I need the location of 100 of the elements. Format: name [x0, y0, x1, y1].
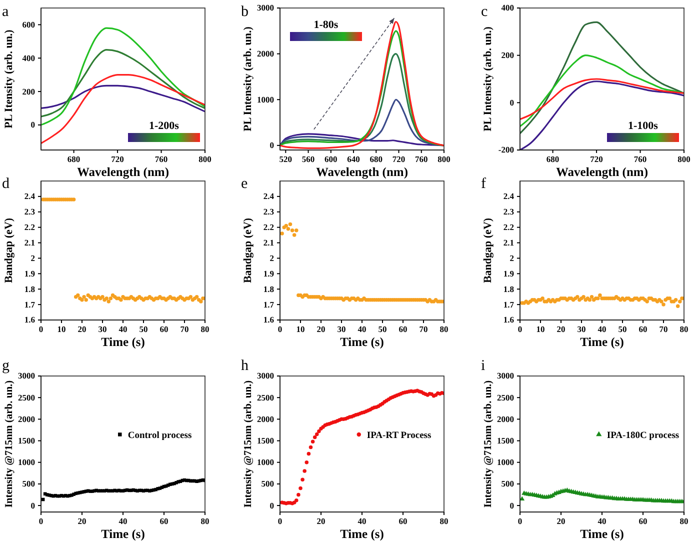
x-tick-label: 80 [440, 324, 448, 334]
y-tick-label: 1000 [257, 457, 274, 468]
x-tick-label: 720 [590, 154, 603, 164]
y-tick-label: 1.8 [503, 284, 514, 294]
y-tick-label: 1500 [18, 435, 35, 446]
y-tick-label: 400 [22, 52, 35, 63]
chart-title: h [241, 358, 249, 374]
x-tick-label: 50 [378, 324, 387, 334]
x-tick-label: 0 [518, 324, 522, 334]
y-axis-title: Bandgap (eV) [482, 218, 494, 284]
x-axis-title: Time (s) [580, 527, 624, 541]
y-tick-label: 1500 [257, 435, 274, 446]
x-tick-label: 20 [556, 516, 566, 526]
x-tick-label: 50 [139, 324, 148, 334]
x-axis-title: Time (s) [340, 527, 384, 541]
x-axis-title: Wavelength (nm) [316, 165, 408, 179]
y-tick-label: -200 [498, 144, 514, 155]
x-tick-label: 30 [98, 324, 107, 334]
y-tick-label: 3000 [257, 370, 274, 381]
y-axis-title: PL Itensity (arb. un.) [3, 29, 15, 128]
y-tick-label: 2500 [497, 392, 514, 402]
y-tick-label: 1000 [257, 94, 274, 104]
x-tick-label: 40 [358, 516, 366, 526]
y-tick-label: 200 [501, 50, 514, 60]
x-tick-label: 40 [598, 516, 606, 526]
y-tick-label: 2.1 [503, 238, 514, 248]
x-tick-label: 10 [536, 324, 545, 334]
y-tick-label: 2000 [18, 414, 35, 424]
x-tick-label: 60 [638, 324, 648, 334]
y-tick-label: 400 [501, 2, 514, 13]
chart-title: d [2, 176, 10, 192]
x-tick-label: 20 [78, 324, 86, 334]
y-axis-title: PL Intensity (arb. un.) [242, 26, 254, 132]
y-axis-title: Intensity @715nm (arb. un.) [483, 380, 494, 508]
y-tick-label: 0 [510, 97, 514, 108]
y-tick-label: 2 [30, 252, 35, 263]
annotation: 1-80s [314, 19, 339, 31]
x-tick-label: 640 [347, 154, 360, 164]
y-tick-label: 1.9 [24, 268, 35, 278]
x-tick-label: 10 [296, 324, 305, 334]
y-tick-label: 2.2 [24, 222, 35, 232]
x-tick-label: 60 [160, 324, 168, 334]
y-tick-label: 1.9 [263, 268, 274, 278]
x-tick-label: 680 [546, 154, 560, 164]
line-series [520, 54, 684, 128]
y-axis-title: Intensity @715nm (arb. un.) [243, 380, 254, 508]
y-tick-label: 0 [30, 120, 35, 130]
annotation: 1-200s [149, 120, 180, 132]
x-tick-label: 70 [419, 324, 428, 334]
x-tick-label: 40 [118, 516, 128, 526]
x-tick-label: 80 [200, 324, 210, 334]
x-axis-title: Time (s) [101, 335, 145, 349]
x-tick-label: 680 [370, 154, 383, 164]
y-tick-label: 2.4 [263, 191, 275, 202]
x-tick-label: 760 [415, 154, 428, 164]
line-series [41, 84, 205, 112]
y-tick-label: 1.6 [24, 314, 35, 325]
x-axis-title: Wavelength (nm) [76, 165, 170, 179]
x-tick-label: 60 [398, 516, 408, 526]
x-tick-label: 0 [518, 516, 522, 526]
x-tick-label: 20 [78, 516, 86, 526]
line-series [520, 78, 684, 120]
x-tick-label: 80 [200, 516, 210, 526]
y-tick-label: 2.4 [24, 191, 36, 202]
x-tick-label: 720 [111, 154, 124, 164]
legend-label: IPA-180C process [606, 430, 680, 441]
y-tick-label: 2000 [497, 414, 514, 424]
y-tick-label: 2500 [257, 392, 274, 402]
y-tick-label: 2.3 [503, 206, 514, 217]
y-tick-label: 2500 [18, 392, 35, 402]
x-tick-label: 50 [618, 324, 627, 334]
x-tick-label: 800 [678, 154, 690, 164]
chart-title: i [481, 358, 486, 374]
y-tick-label: 1500 [497, 435, 514, 446]
chart-title: b [241, 4, 248, 20]
x-tick-label: 30 [577, 324, 586, 334]
y-tick-label: 200 [22, 86, 35, 96]
y-axis-title: Bandgap (eV) [242, 218, 254, 284]
line-series [41, 74, 205, 144]
x-axis-title: Time (s) [580, 335, 624, 349]
legend-label: Control process [128, 430, 192, 441]
y-tick-label: 2.2 [263, 222, 274, 232]
x-axis-title: Time (s) [340, 335, 384, 349]
y-tick-label: 2.3 [24, 206, 35, 217]
y-tick-label: 2000 [257, 48, 274, 59]
chart-title: e [241, 176, 248, 192]
x-tick-label: 80 [680, 516, 688, 526]
x-tick-label: 20 [316, 324, 326, 334]
x-tick-label: 30 [337, 324, 346, 334]
y-tick-label: 2.4 [503, 191, 515, 202]
x-tick-label: 80 [680, 324, 688, 334]
x-tick-label: 40 [598, 324, 606, 334]
line-series [41, 48, 205, 118]
y-tick-label: 500 [22, 478, 35, 489]
y-tick-label: 500 [501, 478, 514, 489]
x-tick-label: 10 [57, 324, 66, 334]
y-tick-label: 500 [261, 478, 274, 489]
y-tick-label: 2.1 [24, 238, 35, 248]
y-axis-title: Intensity @715nm (arb. un.) [4, 380, 15, 508]
y-tick-label: 1.6 [503, 314, 514, 325]
